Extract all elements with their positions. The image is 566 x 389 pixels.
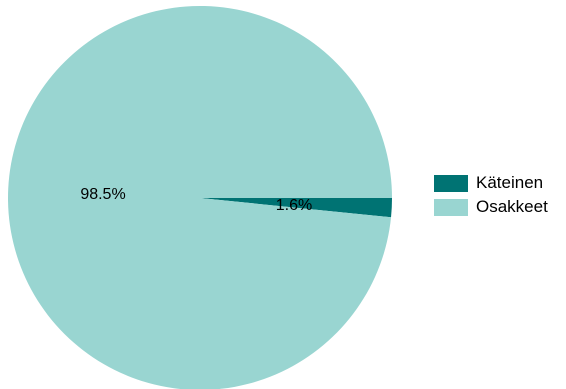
pie-slices xyxy=(8,6,392,389)
legend: Käteinen Osakkeet xyxy=(434,171,548,219)
pie-slice-osakkeet xyxy=(8,6,392,389)
pie-labels: 1.6% 98.5% xyxy=(80,186,312,214)
legend-item-kateinen: Käteinen xyxy=(434,171,548,195)
legend-swatch-osakkeet xyxy=(434,198,468,216)
pie-slice-k-teinen xyxy=(200,198,392,218)
legend-item-osakkeet: Osakkeet xyxy=(434,195,548,219)
data-label-osakkeet: 98.5% xyxy=(80,186,125,203)
legend-label-osakkeet: Osakkeet xyxy=(476,197,548,216)
legend-label-kateinen: Käteinen xyxy=(476,173,544,192)
data-label-k-teinen: 1.6% xyxy=(276,197,312,214)
legend-swatch-kateinen xyxy=(434,174,468,192)
